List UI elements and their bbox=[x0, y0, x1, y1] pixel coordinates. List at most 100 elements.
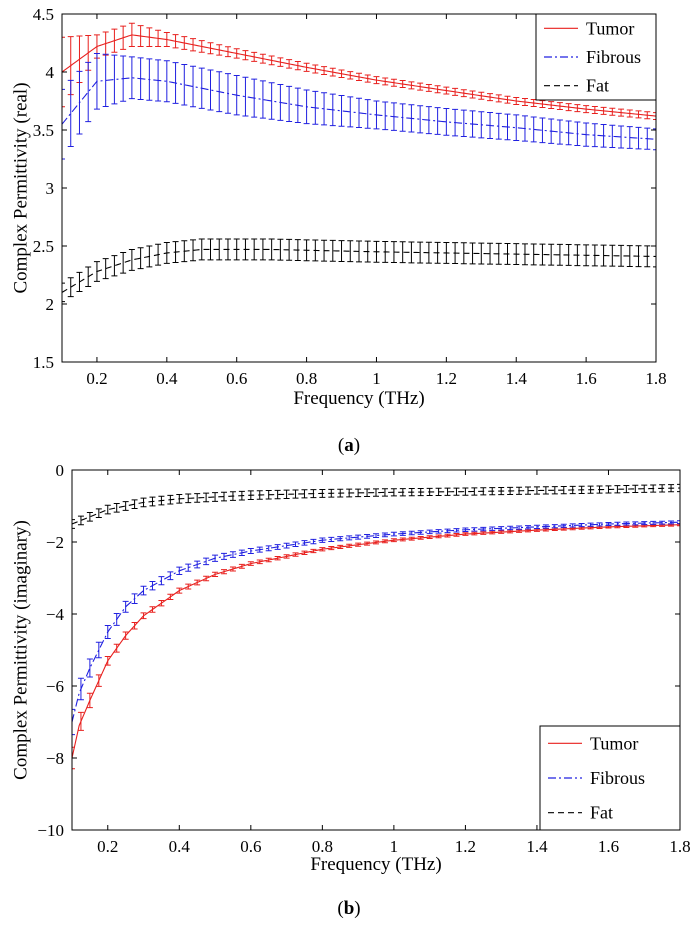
panel-a-fat-errorbar bbox=[93, 261, 100, 282]
panel-a-fat-errorbar bbox=[172, 241, 179, 264]
panel-b-y-tick-label: −8 bbox=[46, 749, 64, 768]
panel-b-fibrous-errorbar bbox=[462, 527, 469, 532]
panel-a-tumor-errorbar bbox=[303, 62, 310, 72]
panel-a-tumor-errorbar bbox=[286, 59, 293, 69]
panel-b-fibrous-errorbar bbox=[623, 521, 630, 526]
panel-b-fat-errorbar bbox=[229, 491, 236, 501]
panel-a-fat-errorbar bbox=[469, 242, 476, 265]
panel-b-fibrous-errorbar bbox=[283, 542, 290, 549]
panel-a-tumor-errorbar bbox=[373, 76, 380, 85]
panel-b-fibrous-errorbar bbox=[247, 547, 254, 555]
panel-b-fat-errorbar bbox=[86, 511, 93, 522]
panel-b-fibrous-errorbar bbox=[301, 540, 308, 546]
panel-b-legend: Tumor Fibrous Fat bbox=[539, 725, 681, 831]
panel-b-tumor-errorbar bbox=[471, 531, 478, 536]
panel-b-tumor-errorbar bbox=[131, 621, 138, 630]
panel-a-fat-errorbar bbox=[67, 277, 74, 298]
panel-a-fibrous-errorbar bbox=[574, 121, 581, 147]
panel-b-tumor-errorbar bbox=[435, 534, 442, 539]
panel-a-fat-errorbar bbox=[635, 245, 642, 268]
panel-b-fat-errorbar bbox=[381, 488, 388, 497]
panel-a-tumor-errorbar bbox=[504, 95, 511, 104]
panel-b-tumor-errorbar bbox=[417, 535, 424, 540]
panel-a-fibrous-errorbar bbox=[338, 94, 345, 127]
panel-b-fibrous-errorbar bbox=[507, 525, 514, 531]
panel-b: 0.2 0.4 0.6 0.8 1 1.2 1.4 1.6 1.8 −10 −8 −6 −4 −2 0 Fr… bbox=[11, 461, 691, 919]
panel-a-tumor-errorbar bbox=[356, 72, 362, 82]
panel-a-fibrous-errorbar bbox=[600, 123, 607, 148]
panel-a-tumor-errorbar bbox=[294, 60, 301, 71]
panel-a-legend-label-fibrous: Fibrous bbox=[586, 47, 641, 67]
panel-a-fat-errorbar bbox=[644, 245, 651, 268]
panel-a-tumor-errorbar bbox=[207, 42, 214, 55]
panel-b-ticks: 0.2 0.4 0.6 0.8 1 1.2 1.4 1.6 1.8 −10 −8 −6 −4 −2 0 bbox=[37, 461, 690, 856]
panel-a-fibrous-errorbar bbox=[487, 112, 494, 139]
panel-b-fibrous-errorbar bbox=[122, 600, 129, 613]
panel-b-fat-errorbar bbox=[373, 488, 379, 497]
panel-b-x-tick-label: 1.8 bbox=[669, 837, 690, 856]
panel-b-tumor-errorbar bbox=[229, 566, 236, 572]
panel-a-tumor-errorbar bbox=[111, 28, 118, 53]
panel-a-tumor-errorbar bbox=[495, 94, 502, 103]
panel-a-fibrous-errorbar bbox=[495, 112, 502, 140]
panel-b-fibrous-errorbar bbox=[596, 522, 603, 527]
panel-b-tumor-errorbar bbox=[283, 554, 290, 559]
panel-b-fibrous-errorbar bbox=[542, 524, 549, 529]
panel-b-fat-errorbar bbox=[346, 488, 353, 498]
panel-b-fat-errorbar bbox=[578, 485, 585, 494]
panel-b-fat-errorbar bbox=[212, 492, 219, 502]
panel-a-tumor-errorbar bbox=[390, 78, 397, 87]
panel-a-fibrous-errorbar bbox=[347, 96, 354, 128]
panel-b-fat-errorbar bbox=[95, 508, 102, 519]
panel-b-fat-errorbar bbox=[265, 490, 272, 500]
panel-b-fat-errorbar bbox=[310, 489, 317, 499]
panel-b-legend-label-tumor: Tumor bbox=[590, 733, 638, 753]
panel-a-tumor-errorbar bbox=[364, 74, 371, 83]
panel-a-fat-errorbar bbox=[198, 238, 205, 261]
panel-b-legend-label-fibrous: Fibrous bbox=[590, 768, 645, 788]
panel-b-fat-errorbar bbox=[659, 484, 666, 493]
panel-a-fat-errorbar bbox=[286, 238, 293, 261]
panel-b-fat-errorbar bbox=[435, 487, 442, 496]
panel-a-tumor-errorbar bbox=[259, 53, 266, 64]
panel-a-fibrous-errorbar bbox=[521, 115, 528, 142]
panel-a-fat-errorbar bbox=[487, 242, 494, 265]
panel-b-fat-errorbar bbox=[480, 487, 487, 496]
panel-a-fibrous-errorbar bbox=[67, 79, 74, 148]
panel-a-fibrous-errorbar bbox=[478, 111, 485, 139]
panel-a-fibrous-errorbar bbox=[565, 120, 572, 146]
panel-a-fat-errorbar bbox=[356, 240, 362, 263]
panel-a-fibrous-errorbar bbox=[469, 110, 476, 138]
panel-b-fat-errorbar bbox=[560, 486, 567, 495]
panel-b-caption: (b) bbox=[337, 898, 360, 919]
panel-a-legend: Tumor Fibrous Fat bbox=[535, 13, 657, 101]
panel-a-fibrous-errorbar bbox=[251, 78, 258, 118]
panel-a-y-tick-label: 2 bbox=[46, 295, 55, 314]
panel-a-fibrous-errorbar bbox=[224, 73, 231, 114]
panel-a-fat-errorbar bbox=[373, 240, 380, 263]
panel-a-x-tick-label: 0.6 bbox=[226, 369, 247, 388]
panel-b-fat-errorbar bbox=[247, 490, 254, 501]
panel-b-fibrous-errorbar bbox=[489, 526, 496, 531]
panel-a-y-tick-label: 3.5 bbox=[33, 121, 54, 140]
panel-a-fat-errorbar bbox=[452, 242, 459, 265]
panel-b-fat-errorbar bbox=[641, 484, 648, 493]
panel-a-fibrous-errorbar bbox=[425, 106, 432, 135]
panel-b-series-tumor bbox=[72, 523, 680, 770]
panel-b-y-tick-label: −10 bbox=[37, 821, 64, 840]
panel-a-fibrous-errorbar bbox=[321, 92, 328, 126]
panel-a-fibrous-errorbar bbox=[460, 109, 467, 138]
panel-a-tumor-errorbar bbox=[513, 97, 520, 105]
panel-a-tumor-errorbar bbox=[163, 32, 170, 47]
panel-b-fat-errorbar bbox=[462, 487, 469, 496]
panel-a-fat-errorbar bbox=[460, 242, 467, 265]
panel-b-fat-errorbar bbox=[426, 487, 433, 497]
panel-b-tumor-errorbar bbox=[408, 536, 415, 541]
panel-b-fat-errorbar bbox=[355, 488, 362, 498]
panel-a-fibrous-errorbar bbox=[452, 108, 459, 137]
panel-b-fat-errorbar bbox=[337, 488, 344, 498]
panel-b-series-fibrous bbox=[72, 520, 680, 736]
panel-b-fibrous-errorbar bbox=[587, 522, 594, 527]
panel-a-fibrous-errorbar bbox=[163, 60, 170, 103]
panel-a-series-tumor bbox=[62, 22, 656, 121]
